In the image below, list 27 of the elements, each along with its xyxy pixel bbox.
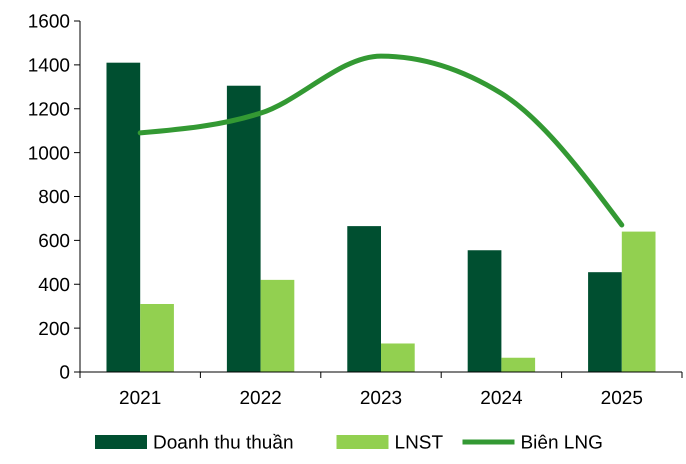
bar bbox=[588, 272, 622, 372]
bar bbox=[468, 250, 502, 372]
y-tick-label: 1000 bbox=[28, 143, 70, 164]
y-tick-label: 0 bbox=[59, 362, 70, 384]
x-tick-label: 2022 bbox=[239, 388, 282, 409]
y-tick-label: 200 bbox=[38, 318, 70, 340]
bar bbox=[106, 62, 140, 372]
bar bbox=[260, 280, 294, 372]
bar bbox=[140, 304, 174, 372]
x-tick-label: 2023 bbox=[360, 388, 402, 409]
bar bbox=[622, 232, 656, 372]
x-tick-label: 2021 bbox=[119, 388, 162, 409]
legend-label: LNST bbox=[394, 432, 444, 454]
y-tick-label: 1200 bbox=[28, 99, 70, 120]
x-tick-label: 2024 bbox=[480, 388, 523, 409]
y-tick-label: 800 bbox=[38, 187, 70, 208]
x-tick-label: 2025 bbox=[600, 388, 643, 409]
y-tick-label: 1600 bbox=[28, 12, 70, 33]
y-tick-label: 600 bbox=[38, 231, 70, 252]
legend-label: Doanh thu thuần bbox=[153, 432, 294, 454]
y-tick-label: 400 bbox=[38, 274, 70, 296]
bar bbox=[501, 358, 536, 372]
bar bbox=[381, 343, 415, 372]
y-tick-label: 1400 bbox=[28, 56, 70, 77]
bar bbox=[347, 226, 381, 372]
legend-label: Biên LNG bbox=[520, 432, 603, 454]
bar bbox=[226, 86, 261, 372]
